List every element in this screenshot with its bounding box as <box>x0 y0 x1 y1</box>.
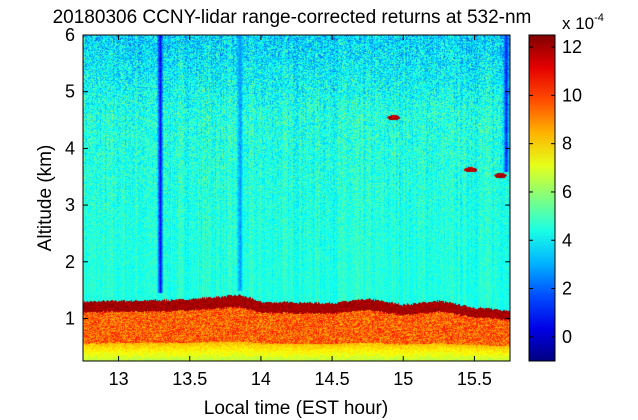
y-tick-label: 5 <box>65 82 75 102</box>
x-tick-label: 15.5 <box>457 369 492 389</box>
colorbar-tick-label: 8 <box>562 134 572 154</box>
heatmap-canvas <box>83 35 510 361</box>
chart-title: 20180306 CCNY-lidar range-corrected retu… <box>53 7 532 28</box>
colorbar-multiplier-exponent: -4 <box>594 12 604 24</box>
y-tick-label: 4 <box>65 138 75 158</box>
y-tick-label: 2 <box>65 252 75 272</box>
x-tick-label: 13.5 <box>172 369 207 389</box>
x-axis-label: Local time (EST hour) <box>204 398 388 419</box>
colorbar-tick-label: 10 <box>562 85 582 105</box>
x-tick-label: 14 <box>251 369 271 389</box>
y-axis-label: Altitude (km) <box>35 145 56 252</box>
colorbar-tick-label: 2 <box>562 279 572 299</box>
colorbar-tick-label: 12 <box>562 37 582 57</box>
colorbar-multiplier: x 10-4 <box>562 12 604 33</box>
heatmap-area <box>83 35 510 361</box>
y-tick-label: 1 <box>65 308 75 328</box>
y-tick-label: 3 <box>65 195 75 215</box>
colorbar-multiplier-base: x 10 <box>562 14 594 33</box>
plot-frame <box>82 34 511 362</box>
x-tick-label: 15 <box>393 369 413 389</box>
y-tick-label: 6 <box>65 25 75 45</box>
colorbar <box>528 34 556 362</box>
x-axis: 13 13.5 14 14.5 15 15.5 <box>109 35 492 389</box>
colorbar-tick-label: 6 <box>562 182 572 202</box>
colorbar-tick-label: 4 <box>562 230 572 250</box>
x-tick-label: 14.5 <box>315 369 350 389</box>
colorbar-tick-label: 0 <box>562 327 572 347</box>
x-tick-label: 13 <box>109 369 129 389</box>
colorbar-axis: 0 2 4 6 8 10 12 <box>529 37 582 347</box>
y-axis: 1 2 3 4 5 6 <box>65 25 510 328</box>
